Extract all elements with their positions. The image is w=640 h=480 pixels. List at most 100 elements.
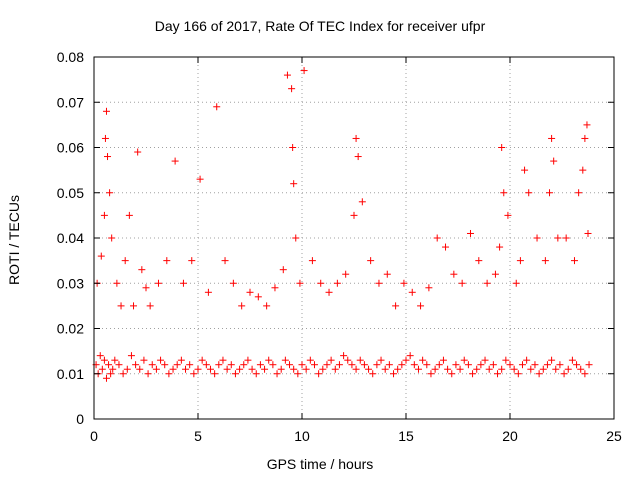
data-point: [377, 356, 385, 364]
data-point: [252, 370, 260, 378]
data-point: [100, 356, 108, 364]
data-point: [491, 270, 499, 278]
data-point: [202, 361, 210, 369]
data-point: [358, 198, 366, 206]
data-point: [367, 257, 375, 265]
data-point: [541, 257, 549, 265]
data-point: [583, 121, 591, 129]
data-point: [373, 361, 381, 369]
data-points: [92, 67, 593, 382]
data-point: [111, 356, 119, 364]
data-point: [485, 365, 493, 373]
data-point: [290, 180, 298, 188]
data-point: [198, 356, 206, 364]
data-point: [525, 189, 533, 197]
data-point: [423, 361, 431, 369]
data-point: [292, 234, 300, 242]
data-point: [390, 370, 398, 378]
data-point: [570, 257, 578, 265]
data-point: [548, 356, 556, 364]
data-point: [186, 361, 194, 369]
data-point: [410, 361, 418, 369]
data-point: [584, 229, 592, 237]
data-point: [281, 356, 289, 364]
data-point: [573, 361, 581, 369]
data-point: [496, 243, 504, 251]
data-point: [319, 365, 327, 373]
x-tick-label: 10: [294, 428, 310, 444]
data-point: [460, 356, 468, 364]
data-point: [477, 361, 485, 369]
data-point: [288, 85, 296, 93]
data-point: [277, 365, 285, 373]
data-point: [502, 356, 510, 364]
data-point: [179, 279, 187, 287]
data-point: [333, 279, 341, 287]
data-point: [273, 370, 281, 378]
data-point: [125, 211, 133, 219]
data-point: [296, 279, 304, 287]
data-point: [539, 365, 547, 373]
axis-ticks: [93, 56, 615, 420]
data-point: [127, 352, 135, 360]
data-point: [556, 361, 564, 369]
data-point: [369, 370, 377, 378]
data-point: [527, 365, 535, 373]
data-point: [206, 365, 214, 373]
data-point: [560, 370, 568, 378]
data-point: [383, 270, 391, 278]
data-point: [498, 365, 506, 373]
data-point: [182, 365, 190, 373]
data-point: [521, 166, 529, 174]
data-point: [360, 361, 368, 369]
data-point: [213, 103, 221, 111]
data-point: [439, 356, 447, 364]
data-point: [102, 374, 110, 382]
data-point: [523, 356, 531, 364]
data-point: [300, 67, 308, 75]
data-point: [518, 361, 526, 369]
data-point: [340, 352, 348, 360]
data-point: [498, 144, 506, 151]
data-point: [354, 153, 362, 161]
data-point: [136, 365, 144, 373]
data-point: [550, 157, 558, 165]
data-point: [223, 365, 231, 373]
grid-lines: [94, 57, 614, 419]
data-point: [211, 370, 219, 378]
data-point: [269, 361, 277, 369]
data-point: [219, 356, 227, 364]
data-point: [516, 257, 524, 265]
data-point: [331, 365, 339, 373]
data-point: [543, 361, 551, 369]
data-point: [431, 365, 439, 373]
data-point: [294, 370, 302, 378]
data-point: [458, 279, 466, 287]
data-point: [169, 365, 177, 373]
data-point: [306, 356, 314, 364]
data-point: [177, 356, 185, 364]
x-tick-label: 0: [90, 428, 98, 444]
data-point: [144, 370, 152, 378]
data-point: [402, 356, 410, 364]
data-point: [109, 365, 117, 373]
data-point: [244, 356, 252, 364]
data-point: [283, 71, 291, 79]
data-point: [342, 270, 350, 278]
y-tick-label: 0.07: [57, 94, 84, 110]
data-point: [466, 229, 474, 237]
data-point: [506, 361, 514, 369]
data-point: [533, 234, 541, 242]
data-point: [238, 302, 246, 310]
data-point: [554, 234, 562, 242]
data-point: [261, 365, 269, 373]
data-point: [308, 257, 316, 265]
data-point: [171, 157, 179, 165]
data-point: [414, 365, 422, 373]
data-point: [469, 370, 477, 378]
data-point: [248, 365, 256, 373]
data-point: [236, 365, 244, 373]
data-point: [385, 361, 393, 369]
data-point: [392, 302, 400, 310]
data-point: [581, 370, 589, 378]
